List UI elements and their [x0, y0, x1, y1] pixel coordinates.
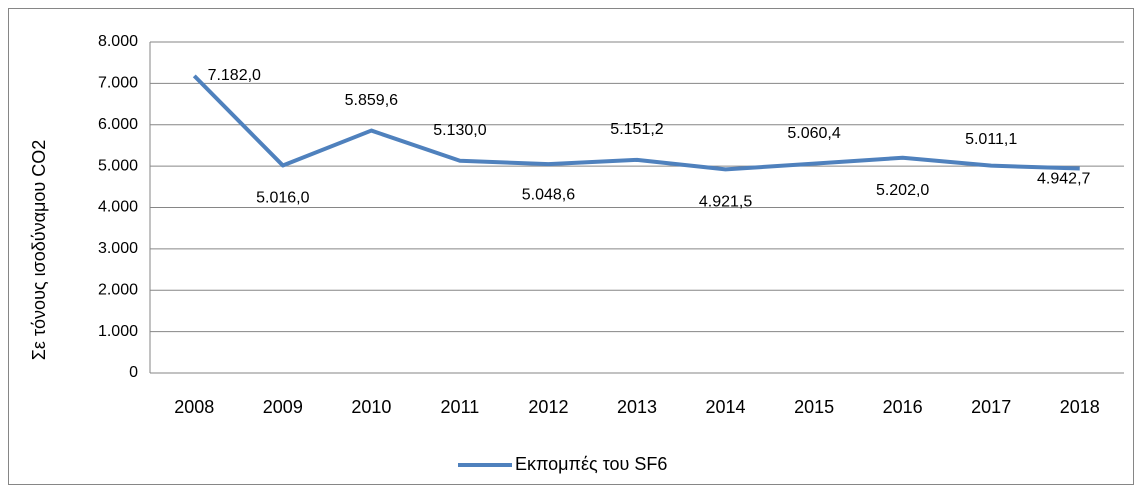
data-label: 5.016,0 [256, 190, 309, 207]
y-tick-label: 8.000 [98, 33, 138, 50]
x-tick-label: 2018 [1060, 397, 1100, 417]
x-tick-label: 2017 [971, 397, 1011, 417]
x-tick-label: 2008 [174, 397, 214, 417]
y-axis-label: Σε τόνους ισοδύναμου CO2 [29, 140, 49, 360]
x-tick-label: 2016 [883, 397, 923, 417]
x-tick-label: 2015 [794, 397, 834, 417]
y-tick-label: 4.000 [98, 199, 138, 216]
data-label: 5.151,2 [610, 121, 663, 138]
data-label: 5.859,6 [345, 92, 398, 109]
x-tick-label: 2011 [441, 397, 480, 417]
data-label: 4.921,5 [699, 194, 752, 211]
data-label: 5.060,4 [787, 125, 840, 142]
y-tick-label: 5.000 [98, 157, 138, 174]
chart-border [8, 8, 1134, 485]
x-tick-label: 2009 [263, 397, 303, 417]
y-tick-label: 0 [129, 364, 138, 381]
x-tick-label: 2014 [706, 397, 746, 417]
x-tick-label: 2013 [617, 397, 657, 417]
data-label: 5.202,0 [876, 182, 929, 199]
data-label: 4.942,7 [1037, 171, 1090, 188]
y-tick-label: 3.000 [98, 240, 138, 257]
data-label: 7.182,0 [208, 67, 261, 84]
x-tick-label: 2012 [528, 397, 568, 417]
y-tick-label: 2.000 [98, 281, 138, 298]
legend-label: Εκπομπές του SF6 [515, 454, 667, 474]
y-tick-label: 6.000 [98, 116, 138, 133]
data-label: 5.011,1 [965, 131, 1017, 148]
y-tick-label: 7.000 [98, 75, 138, 92]
data-label: 5.130,0 [433, 122, 486, 139]
y-tick-label: 1.000 [98, 323, 138, 340]
x-tick-label: 2010 [351, 397, 391, 417]
data-label: 5.048,6 [522, 186, 575, 203]
data-line [192, 74, 1080, 172]
